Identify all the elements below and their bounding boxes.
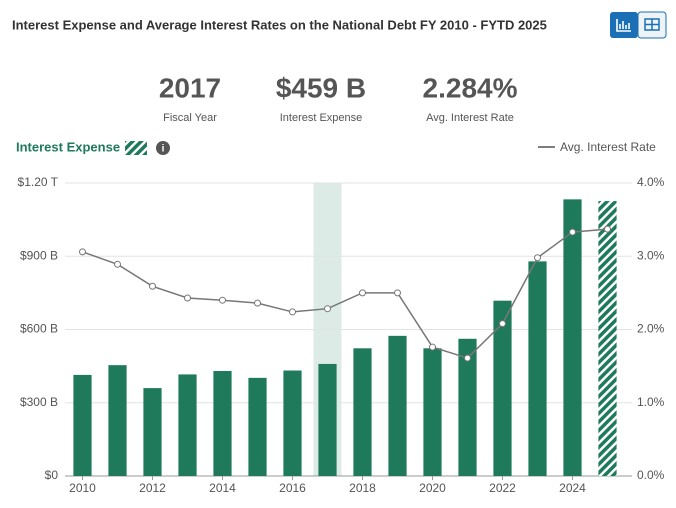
bar	[493, 300, 512, 476]
y2-tick-label: 0.0%	[637, 468, 665, 482]
chart-view-button[interactable]	[610, 12, 638, 38]
x-tick-label: 2010	[69, 481, 96, 495]
rate-point	[289, 308, 296, 316]
stat-label: Avg. Interest Rate	[426, 112, 514, 124]
chart-title: Interest Expense and Average Interest Ra…	[12, 17, 547, 32]
bar	[388, 335, 407, 476]
rate-point	[324, 305, 331, 313]
legend-swatch	[125, 141, 147, 155]
bar	[213, 371, 232, 476]
stat-value: 2.284%	[423, 72, 518, 103]
rate-point	[604, 225, 611, 233]
bar	[563, 199, 582, 476]
rate-point	[499, 320, 506, 328]
x-tick-label: 2020	[419, 481, 446, 495]
x-tick-label: 2018	[349, 481, 376, 495]
x-tick-label: 2016	[279, 481, 306, 495]
bar	[528, 261, 547, 476]
rate-point	[569, 228, 576, 236]
rate-point	[149, 282, 156, 290]
rate-point	[79, 248, 86, 256]
legend-label: Avg. Interest Rate	[560, 140, 656, 154]
rate-point	[114, 260, 121, 268]
y-tick-label: $900 B	[20, 248, 58, 262]
y-tick-label: $1.20 T	[18, 175, 59, 189]
rate-point	[429, 343, 436, 351]
y-tick-label: $0	[45, 468, 59, 482]
y-tick-label: $600 B	[20, 322, 58, 336]
svg-text:i: i	[162, 144, 165, 155]
bar	[108, 365, 127, 476]
bar	[458, 338, 477, 476]
rate-point	[394, 289, 401, 297]
rate-point	[184, 294, 191, 302]
x-tick-label: 2022	[489, 481, 516, 495]
stat-value: 2017	[159, 72, 221, 103]
rate-point	[254, 299, 261, 307]
rate-point	[359, 289, 366, 297]
x-tick-label: 2014	[209, 481, 236, 495]
view-toggle[interactable]	[610, 11, 667, 39]
bar	[423, 348, 442, 476]
rate-point	[219, 296, 226, 304]
x-tick-label: 2024	[559, 481, 586, 495]
bar	[178, 374, 197, 476]
bar	[353, 348, 372, 476]
bar	[598, 201, 617, 476]
bar	[73, 374, 92, 476]
x-tick-label: 2012	[139, 481, 166, 495]
bar	[248, 377, 267, 476]
plot-area: $0 $300 B $600 B $900 B $1.20 T 0.0% 1.0% 2.0% 3…	[18, 175, 665, 495]
y2-tick-label: 2.0%	[637, 322, 665, 336]
y2-tick-label: 3.0%	[637, 248, 665, 262]
bar	[283, 370, 302, 476]
info-icon[interactable]: i	[156, 141, 170, 155]
y2-tick-label: 4.0%	[637, 175, 665, 189]
rate-point	[534, 254, 541, 262]
legend-label: Interest Expense	[16, 139, 120, 154]
y2-tick-label: 1.0%	[637, 395, 665, 409]
y-tick-label: $300 B	[20, 395, 58, 409]
stat-value: $459 B	[276, 72, 366, 103]
rate-line	[82, 228, 608, 359]
bar	[318, 363, 337, 476]
bar	[143, 388, 162, 476]
rate-point	[464, 354, 471, 362]
stat-label: Interest Expense	[280, 112, 363, 124]
stat-label: Fiscal Year	[163, 112, 217, 124]
